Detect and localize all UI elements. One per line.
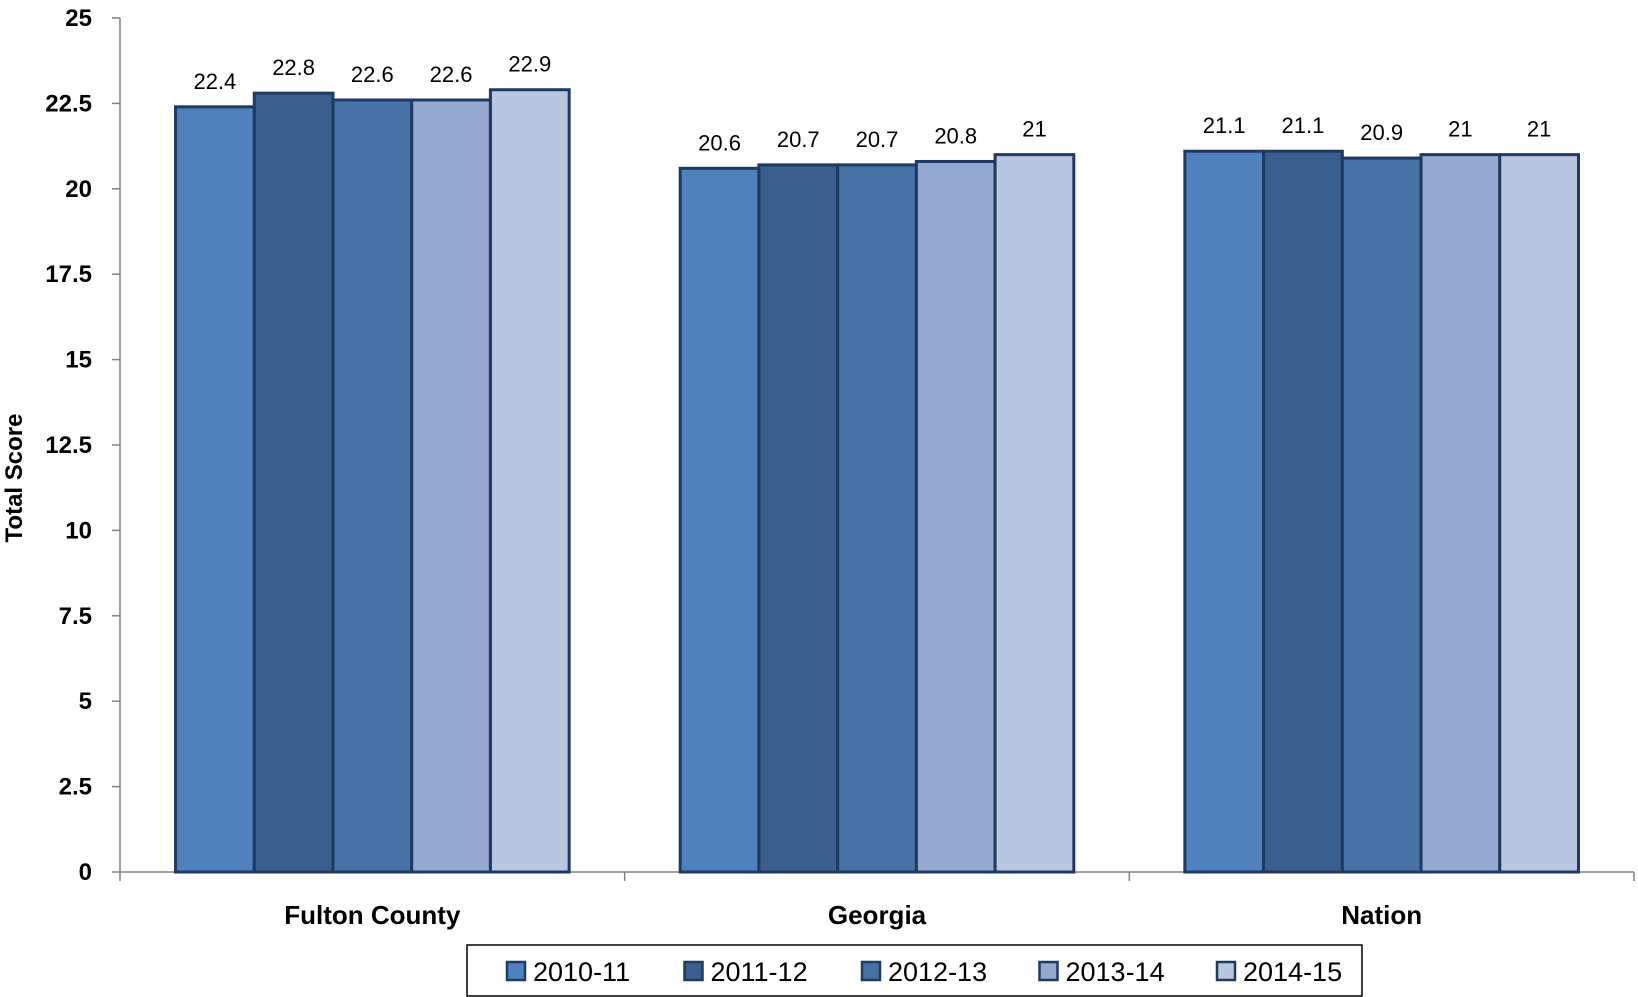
legend: 2010-11 2011-12 2012-13 2013-14 2014-15 [466,944,1363,997]
legend-label: 2013-14 [1066,957,1165,987]
legend-label: 2011-12 [711,957,808,987]
bar [678,166,761,874]
data-label: 20.6 [698,130,741,155]
bar [914,159,997,874]
y-tick-label: 2.5 [59,774,92,801]
data-label: 20.9 [1360,120,1403,145]
bar [993,153,1076,874]
y-tick-label: 7.5 [59,603,92,630]
data-labels: 22.4 22.8 22.6 22.6 22.9 20.6 20.7 20.7 20.8 21 21… [193,52,1551,156]
data-label: 20.7 [777,127,820,152]
y-tick-label: 0 [79,859,92,886]
bar [1419,153,1502,874]
bar [174,105,256,874]
bar [1262,149,1344,874]
bar [836,163,918,874]
bar [1183,149,1266,874]
y-axis: 0 2.5 5 7.5 10 12.5 15 17.5 20 22.5 25 [45,5,121,886]
data-label: 22.8 [272,55,315,80]
y-tick-label: 10 [65,517,92,544]
legend-label: 2014-15 [1243,957,1342,987]
legend-swatch [505,960,527,982]
x-axis: Fulton County Georgia Nation [119,871,1635,930]
legend-label: 2012-13 [888,957,987,987]
legend-box [466,944,1363,997]
bar [410,98,492,874]
data-label: 22.4 [193,69,236,94]
legend-swatch [1215,960,1237,982]
data-label: 21.1 [1282,113,1325,138]
bar [1498,153,1580,874]
data-label: 22.6 [430,62,473,87]
bar [757,163,840,874]
legend-swatch [1038,960,1059,982]
bar [1340,156,1423,874]
y-tick-label: 20 [65,176,92,203]
legend-label: 2010-11 [533,957,630,987]
bars [174,88,1580,874]
y-tick-label: 17.5 [45,261,92,288]
legend-swatch [683,960,704,982]
data-label: 22.9 [508,52,551,77]
x-category-label: Fulton County [284,900,461,930]
x-category-label: Nation [1341,900,1422,930]
y-axis-title: Total Score [1,414,28,543]
bar [488,88,571,874]
y-tick-label: 5 [79,688,92,715]
bar [252,91,335,874]
data-label: 20.7 [856,127,899,152]
x-category-label: Georgia [828,900,927,930]
data-label: 21 [1022,117,1046,142]
data-label: 22.6 [351,62,394,87]
y-tick-label: 15 [65,347,92,374]
data-label: 21.1 [1203,113,1246,138]
data-label: 21 [1448,117,1472,142]
bar [331,98,414,874]
y-tick-label: 22.5 [45,90,92,117]
y-tick-label: 12.5 [45,432,92,459]
data-label: 20.8 [934,123,977,148]
data-label: 21 [1527,117,1551,142]
y-tick-label: 25 [65,5,92,32]
legend-swatch [860,960,882,982]
